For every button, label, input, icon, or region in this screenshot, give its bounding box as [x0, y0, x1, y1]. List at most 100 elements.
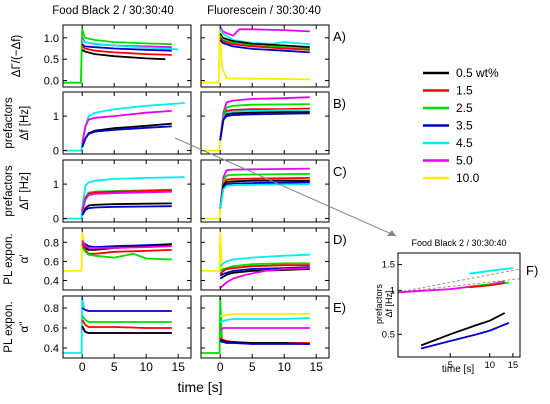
inset-x-tick-label: 5: [448, 360, 453, 371]
inset-y-label-line2: Δf [Hz]: [384, 290, 394, 317]
series-line-d-left-0: [63, 231, 85, 272]
inset-series-line-3: [469, 282, 505, 289]
series-line-a-right-1: [219, 26, 310, 37]
series-line-b-right-0: [201, 112, 310, 152]
x-tick-label: 15: [172, 360, 186, 374]
legend-label: 1.5: [456, 84, 473, 98]
x-tick-label: 10: [278, 360, 292, 374]
series-line-a-left-2: [81, 39, 179, 51]
series-line-c-right-2: [219, 172, 310, 209]
series-line-c-left-0: [63, 176, 185, 220]
series-line-b-left-0: [63, 102, 185, 152]
column-title-right: Fluorescein / 30:30:40: [207, 5, 321, 17]
panel-c-right: [200, 159, 330, 223]
inset-y-tick-label: 1.5: [382, 260, 395, 271]
panel-frame: [62, 91, 192, 155]
y-tick-label: 0: [53, 214, 59, 226]
series-line-c-left-5: [81, 205, 172, 216]
panel-frame: [200, 24, 330, 88]
series-line-e-right-3: [219, 327, 310, 331]
panel-frame: [200, 227, 330, 291]
y-tick-label: 0.4: [44, 275, 59, 287]
series-line-d-left-3: [81, 239, 172, 249]
inset-series-line-4: [420, 312, 506, 347]
row-y-label-c-0: prefactors: [3, 165, 15, 216]
series-line-e-left-5: [81, 325, 172, 334]
series-line-e-left-1: [81, 307, 172, 312]
y-tick-label: 0.4: [44, 343, 59, 355]
inset-series-line-1: [398, 280, 505, 294]
y-tick-label: 0.8: [44, 303, 59, 315]
inset-y-tick-label: 1: [390, 285, 395, 296]
row-y-label-a-0: ΔΓ/(−Δf): [11, 35, 23, 78]
row-y-label-e-0: PL expon.: [3, 301, 15, 352]
inset-title: Food Black 2 / 30:30:40: [411, 238, 506, 248]
panel-frame: [200, 295, 330, 359]
series-line-a-right-5: [219, 37, 310, 51]
series-line-e-right-1: [220, 313, 310, 317]
x-tick-label: 5: [111, 360, 118, 374]
series-line-c-right-0: [201, 179, 310, 220]
inset-panel: 5 10 15 0.5 1 1.5: [382, 252, 521, 371]
series-line-b-right-5: [219, 111, 310, 141]
panel-b-right: [200, 91, 330, 155]
panel-frame: [62, 295, 192, 359]
series-line-a-left-5: [81, 49, 166, 61]
inset-guide-line-1: [398, 278, 520, 293]
series-line-c-right-6: [219, 183, 310, 209]
panel-a-right: [200, 24, 330, 88]
series-line-a-left-4: [81, 44, 172, 56]
series-line-a-left-3: [81, 43, 172, 52]
series-line-c-right-1: [219, 167, 310, 209]
series-line-d-left-2: [81, 243, 172, 251]
series-line-d-left-5: [81, 246, 172, 261]
row-y-label-c-1: ΔΓ [Hz]: [19, 172, 31, 210]
row-y-label-e-1: α'': [19, 321, 31, 332]
row-label-a: A): [333, 29, 346, 44]
legend-label: 3.5: [456, 119, 473, 133]
inset-x-tick-label: 10: [484, 360, 495, 371]
row-y-label-b-0: prefactors: [3, 97, 15, 148]
panel-c-left: 01: [53, 159, 192, 226]
series-line-d-right-3: [219, 264, 310, 275]
inset-series-line-5: [420, 321, 510, 350]
series-line-d-right-1: [219, 253, 310, 267]
y-tick-label: 0.5: [44, 54, 59, 66]
x-tick-label: 5: [249, 360, 256, 374]
panel-b-left: 01: [53, 91, 192, 158]
series-line-d-right-6: [219, 267, 310, 289]
inset-y-label-line1: prefactors: [374, 283, 384, 324]
row-label-b: B): [333, 96, 346, 111]
y-tick-label: 1.0: [44, 33, 59, 45]
series-line-e-right-5: [219, 339, 310, 345]
series-line-b-right-1: [219, 96, 310, 141]
x-tick-label: 0: [79, 360, 86, 374]
x-tick-label: 0: [217, 360, 224, 374]
panel-e-left: 0.4 0.6 0.8 0 5 10 15: [44, 295, 192, 374]
panel-frame: [62, 227, 192, 291]
panel-grid: 0.00.51.0 A)01B)01C)0.40.60.8 D)0.40.60.80…: [44, 24, 347, 374]
series-line-d-right-5: [219, 268, 310, 280]
row-label-d: D): [333, 232, 347, 247]
panel-e-right: 0 5 10 15: [200, 295, 330, 374]
series-line-e-right-6: [219, 340, 310, 345]
inset-frame: [397, 252, 521, 358]
series-line-c-left-3: [81, 190, 172, 212]
inset-guide-line-0: [398, 268, 520, 293]
series-line-c-right-5: [219, 181, 310, 209]
inset-y-tick-label: 0.5: [382, 329, 395, 340]
y-tick-label: 0.6: [44, 256, 59, 268]
y-tick-label: 0.8: [44, 237, 59, 249]
legend-label: 10.0: [456, 171, 480, 185]
series-line-a-left-0: [63, 28, 172, 84]
y-tick-label: 0: [53, 146, 59, 158]
series-line-e-left-3: [81, 319, 172, 329]
series-line-a-right-3: [219, 33, 310, 49]
column-title-left: Food Black 2 / 30:30:40: [52, 5, 173, 17]
series-line-a-right-6: [219, 39, 310, 54]
series-line-c-right-4: [219, 179, 310, 209]
series-line-d-left-4: [81, 243, 172, 255]
panel-frame: [62, 24, 192, 88]
legend-label: 4.5: [456, 136, 473, 150]
panel-frame: [62, 159, 192, 223]
